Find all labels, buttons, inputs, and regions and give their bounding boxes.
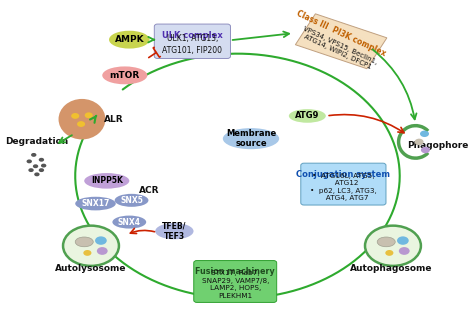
Text: AMPK: AMPK (115, 35, 144, 44)
Ellipse shape (75, 197, 116, 210)
Circle shape (39, 168, 44, 172)
Text: SNX17: SNX17 (82, 199, 109, 208)
Text: TFEB/
TEF3: TFEB/ TEF3 (162, 221, 187, 241)
Circle shape (71, 113, 79, 119)
Polygon shape (295, 14, 387, 69)
Ellipse shape (75, 237, 93, 247)
Circle shape (420, 130, 429, 137)
Text: ULK complex: ULK complex (162, 31, 223, 39)
Text: Fusion machinery: Fusion machinery (195, 267, 275, 276)
Circle shape (33, 164, 38, 168)
Circle shape (63, 226, 119, 266)
Text: VPS34, VPS15, Beclin1,
ATG14, WIPI2, DFCP1: VPS34, VPS15, Beclin1, ATG14, WIPI2, DFC… (299, 25, 379, 71)
Circle shape (77, 121, 85, 127)
Text: SNX4: SNX4 (118, 217, 141, 227)
FancyBboxPatch shape (155, 24, 230, 58)
Ellipse shape (112, 215, 146, 229)
Ellipse shape (289, 109, 326, 123)
Circle shape (397, 236, 409, 245)
Circle shape (41, 164, 46, 168)
Circle shape (421, 147, 430, 153)
Text: Conjugation system: Conjugation system (296, 170, 391, 179)
Text: ULK1, ATG13,
ATG101, FIP200: ULK1, ATG13, ATG101, FIP200 (163, 35, 222, 54)
Ellipse shape (155, 223, 193, 239)
Ellipse shape (109, 31, 150, 49)
Text: ATG9: ATG9 (295, 111, 319, 120)
Text: ACR: ACR (139, 186, 160, 195)
Text: Degradation: Degradation (5, 137, 69, 146)
Circle shape (97, 247, 108, 255)
Ellipse shape (377, 237, 395, 247)
Text: •  ATG16L, ATG5,
   ATG12
•  p62, LC3, ATG3,
   ATG4, ATG7: • ATG16L, ATG5, ATG12 • p62, LC3, ATG3, … (310, 173, 377, 201)
Ellipse shape (223, 128, 279, 149)
Ellipse shape (84, 173, 129, 189)
Text: mTOR: mTOR (109, 71, 140, 80)
Text: SNX5: SNX5 (120, 196, 143, 205)
FancyBboxPatch shape (194, 260, 277, 303)
Circle shape (85, 112, 93, 118)
Text: Phagophore: Phagophore (407, 141, 469, 150)
Text: Autophagosome: Autophagosome (349, 264, 432, 273)
Circle shape (39, 158, 44, 162)
Circle shape (27, 159, 32, 163)
Circle shape (95, 236, 107, 245)
Ellipse shape (115, 194, 148, 207)
Text: Membrane
source: Membrane source (226, 129, 276, 148)
Text: Class III  PI3K complex: Class III PI3K complex (295, 8, 387, 58)
Text: ALR: ALR (104, 115, 123, 124)
Circle shape (399, 247, 410, 255)
Circle shape (365, 226, 421, 266)
Circle shape (415, 139, 424, 145)
Circle shape (83, 250, 91, 256)
FancyBboxPatch shape (301, 163, 386, 205)
Circle shape (385, 250, 393, 256)
Circle shape (34, 172, 40, 176)
Circle shape (28, 168, 34, 172)
Ellipse shape (102, 67, 147, 84)
Ellipse shape (58, 99, 105, 140)
Text: STX17, Rab7,
SNAP29, VAMP7/8,
LAMP2, HOPS,
PLEKHM1: STX17, Rab7, SNAP29, VAMP7/8, LAMP2, HOP… (201, 270, 269, 299)
Text: Autolysosome: Autolysosome (55, 264, 127, 273)
Text: INPP5K: INPP5K (91, 176, 123, 185)
Circle shape (31, 153, 36, 157)
